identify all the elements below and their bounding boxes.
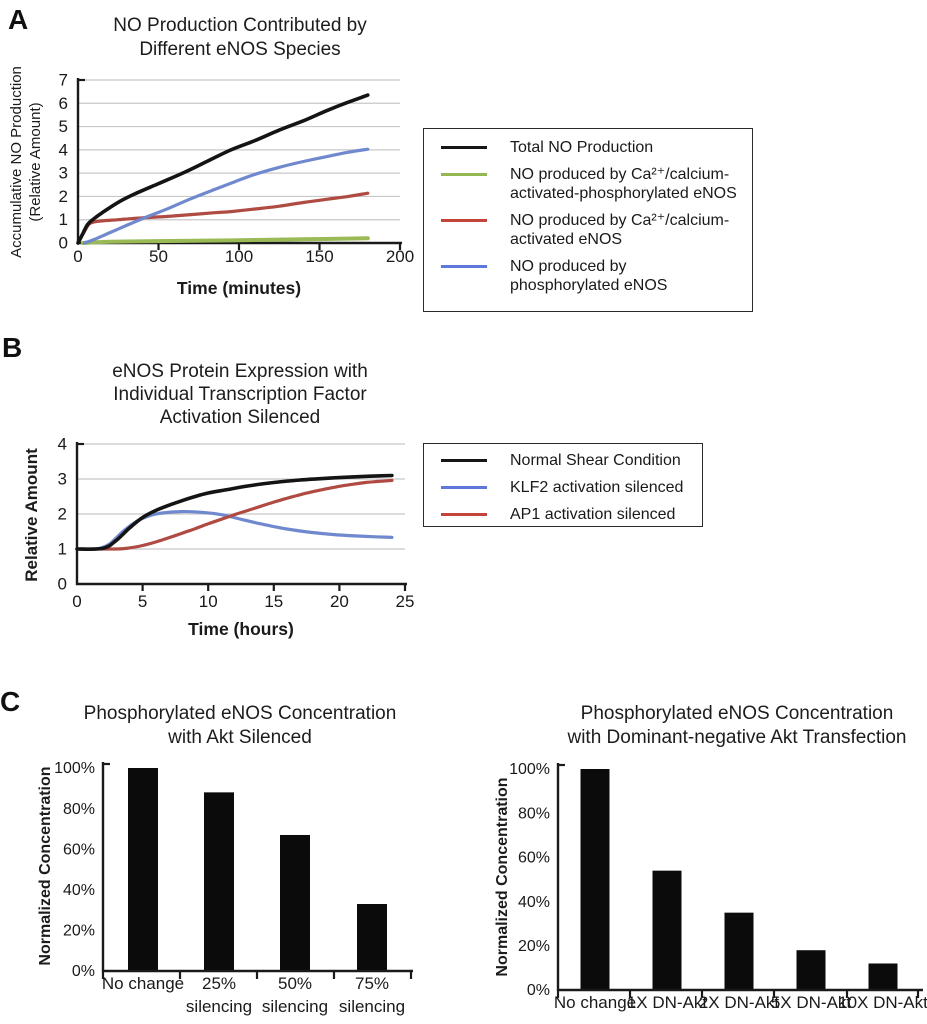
category-label: No change [102, 974, 184, 993]
panel-a-title: NO Production Contributed by Different e… [113, 15, 367, 60]
enos-expression-chart: 0 1 2 3 4 0 5 10 15 20 25 Time (hours) [58, 434, 415, 639]
bar [128, 768, 158, 971]
legend-swatch [441, 265, 487, 268]
y-tick-label: 40% [63, 882, 95, 899]
y-tick-label: 2 [58, 504, 67, 523]
category-label: 5X DN-Akt [771, 993, 852, 1012]
legend-swatch [441, 219, 487, 222]
x-tick-label: 25 [396, 592, 415, 611]
legend-item-1: KLF2 activation silenced [424, 478, 702, 497]
legend-label: Total NO Production [510, 139, 654, 156]
x-tick-label: 15 [264, 592, 283, 611]
legend-item-1: NO produced by Ca²⁺/calcium- activated-p… [424, 165, 752, 203]
legend-label: NO produced by phosphorylated eNOS [510, 258, 668, 294]
series-line [80, 236, 370, 245]
y-tick-label: 40% [518, 894, 550, 911]
legend-label: NO produced by Ca²⁺/calcium- activated-p… [510, 166, 737, 202]
y-tick-label: 5 [59, 117, 68, 136]
panel-c-left-title: Phosphorylated eNOS Concentration with A… [83, 703, 397, 748]
category-label: 2X DN-Akt [699, 993, 780, 1012]
y-tick-label: 0% [72, 963, 95, 980]
x-tick-label: 200 [386, 247, 414, 266]
y-tick-label: 20% [518, 938, 550, 955]
x-tick-label: 50 [149, 247, 168, 266]
y-tick-label: 4 [59, 140, 68, 159]
y-tick-label: 1 [58, 539, 67, 558]
x-tick-label: 150 [305, 247, 333, 266]
series-line [76, 191, 370, 245]
y-tick-label: 4 [58, 434, 67, 453]
legend-swatch [441, 513, 487, 516]
legend-item-2: NO produced by Ca²⁺/calcium- activated e… [424, 211, 752, 249]
category-label: No change [554, 993, 636, 1012]
panel-c-right-title: Phosphorylated eNOS Concentration with D… [567, 703, 907, 748]
y-tick-label: 100% [509, 761, 550, 778]
x-tick-label: 0 [72, 592, 81, 611]
legend-item-2: AP1 activation silenced [424, 505, 702, 524]
y-tick-label: 80% [518, 805, 550, 822]
y-tick-label: 2 [59, 187, 68, 206]
legend-label: AP1 activation silenced [510, 506, 676, 523]
x-axis-label: Time (minutes) [177, 278, 301, 298]
legend-label: KLF2 activation silenced [510, 479, 684, 496]
x-tick-label: 20 [330, 592, 349, 611]
panel-b-label: B [2, 332, 23, 363]
legend-swatch [441, 146, 487, 149]
category-label: 10X DN-Akt [838, 993, 927, 1012]
x-axis-label: Time (hours) [188, 619, 294, 639]
bar [724, 912, 754, 990]
panel-c-label: C [0, 686, 21, 717]
panel-a-label: A [8, 4, 29, 35]
x-tick-label: 0 [73, 247, 82, 266]
y-tick-label: 7 [59, 70, 68, 89]
bar [796, 950, 826, 990]
series-line [82, 147, 370, 245]
legend-item-0: Total NO Production [424, 138, 752, 157]
legend-item-0: Normal Shear Condition [424, 451, 702, 470]
y-tick-label: 0% [527, 982, 550, 999]
bar [652, 870, 682, 990]
bar [280, 834, 310, 971]
bar [868, 963, 898, 990]
y-tick-label: 0 [58, 574, 67, 593]
panel-b-legend: Normal Shear Condition KLF2 activation si… [423, 443, 703, 527]
bar [204, 792, 234, 971]
legend-label: NO produced by Ca²⁺/calcium- activated e… [510, 212, 730, 248]
y-tick-label: 100% [54, 760, 95, 777]
y-tick-label: 80% [63, 801, 95, 818]
y-tick-label: 60% [63, 841, 95, 858]
category-label: 50% silencing [262, 974, 328, 1016]
panel-b-title: eNOS Protein Expression with Individual … [112, 361, 368, 428]
legend-swatch [441, 173, 487, 176]
y-tick-label: 3 [59, 164, 68, 183]
x-tick-label: 100 [225, 247, 253, 266]
legend-item-3: NO produced by phosphorylated eNOS [424, 257, 752, 295]
series-line [76, 93, 370, 245]
legend-swatch [441, 459, 487, 462]
y-tick-label: 6 [59, 94, 68, 113]
y-tick-label: 0 [59, 233, 68, 252]
category-label: 1X DN-Akt [627, 993, 708, 1012]
series-line [75, 509, 394, 551]
y-tick-label: 60% [518, 850, 550, 867]
x-tick-label: 10 [199, 592, 218, 611]
x-tick-label: 5 [138, 592, 147, 611]
category-label: 75% silencing [339, 974, 405, 1016]
series-line [75, 478, 394, 551]
akt-silenced-chart: 0% 20% 40% 60% 80% 100% No change 25% silencing5… [54, 760, 413, 1016]
y-tick-label: 1 [59, 210, 68, 229]
series-line [75, 473, 394, 551]
bar [580, 769, 610, 990]
y-tick-label: 20% [63, 923, 95, 940]
legend-label: Normal Shear Condition [510, 452, 681, 469]
y-tick-label: 3 [58, 469, 67, 488]
bar [357, 904, 387, 971]
legend-swatch [441, 486, 487, 489]
panel-a-legend: Total NO Production NO produced by Ca²⁺/c… [423, 128, 753, 312]
category-label: 25% silencing [186, 974, 252, 1016]
